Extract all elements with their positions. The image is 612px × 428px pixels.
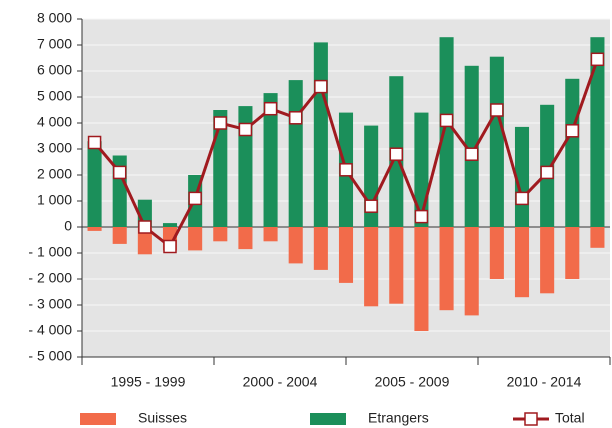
line-marker [439, 113, 454, 128]
line-marker [163, 239, 177, 254]
legend-label: Etrangers [368, 410, 429, 426]
y-tick-label: 4 000 [37, 114, 72, 130]
legend-swatch [80, 413, 116, 425]
bar [464, 65, 479, 227]
x-group-label: 2005 - 2009 [375, 374, 450, 390]
line-marker [364, 199, 378, 213]
line-marker [464, 147, 479, 161]
bar [188, 227, 203, 251]
y-tick-label: 2 000 [37, 166, 72, 182]
bar [263, 227, 278, 242]
line-marker [590, 52, 605, 67]
bar [313, 42, 328, 228]
line-marker [414, 209, 429, 224]
y-tick-label: - 5 000 [28, 348, 72, 364]
bar [162, 223, 178, 227]
bar [439, 37, 454, 228]
x-group-label: 1995 - 1999 [111, 374, 186, 390]
bar [439, 227, 454, 311]
bar [87, 141, 102, 227]
y-tick-label: - 4 000 [28, 322, 72, 338]
bar [590, 37, 605, 228]
bar [565, 227, 580, 279]
line-marker [288, 111, 303, 125]
line-marker [213, 116, 228, 130]
bar [288, 80, 303, 227]
y-tick-label: 3 000 [37, 140, 72, 156]
bar [338, 227, 354, 283]
bar [112, 227, 127, 244]
x-group-label: 2000 - 2004 [243, 374, 318, 390]
y-tick-label: - 1 000 [28, 244, 72, 260]
bar [364, 227, 379, 307]
y-tick-label: - 2 000 [28, 270, 72, 286]
bar [288, 227, 303, 264]
bar [414, 227, 429, 331]
line-marker [87, 135, 102, 150]
y-tick-label: 1 000 [37, 192, 72, 208]
bar [489, 56, 504, 228]
y-tick-label: 8 000 [37, 10, 72, 26]
bar [389, 227, 404, 304]
y-tick-label: 6 000 [37, 62, 72, 78]
line-marker [138, 220, 152, 234]
legend-label: Total [555, 410, 585, 426]
line-marker [565, 124, 580, 138]
line-marker [238, 122, 253, 137]
bar [238, 106, 253, 227]
x-group-label: 2010 - 2014 [507, 374, 582, 390]
y-tick-label: 7 000 [37, 36, 72, 52]
line-marker [339, 163, 353, 177]
line-marker [314, 79, 328, 94]
bar [263, 93, 278, 227]
legend-marker [524, 412, 538, 426]
bar [489, 227, 504, 279]
line-marker [188, 191, 202, 206]
legend-swatch [310, 413, 346, 425]
bar [540, 227, 555, 294]
y-tick-label: 5 000 [37, 88, 72, 104]
bar [464, 227, 479, 316]
line-marker [540, 165, 554, 180]
bar [414, 112, 429, 227]
bar [313, 227, 328, 270]
legend-label: Suisses [138, 410, 187, 426]
bar [590, 227, 605, 248]
y-tick-label: - 3 000 [28, 296, 72, 312]
line-marker [263, 101, 278, 116]
bar [514, 227, 530, 298]
bar [87, 227, 102, 231]
bar [213, 110, 228, 227]
bar [137, 227, 152, 255]
line-marker [515, 191, 529, 206]
y-tick-label: 0 [64, 218, 72, 234]
line-marker [490, 103, 504, 117]
bar [565, 78, 580, 227]
line-marker [389, 147, 404, 161]
bar [238, 227, 253, 250]
bar [213, 227, 228, 242]
line-marker [112, 165, 127, 180]
